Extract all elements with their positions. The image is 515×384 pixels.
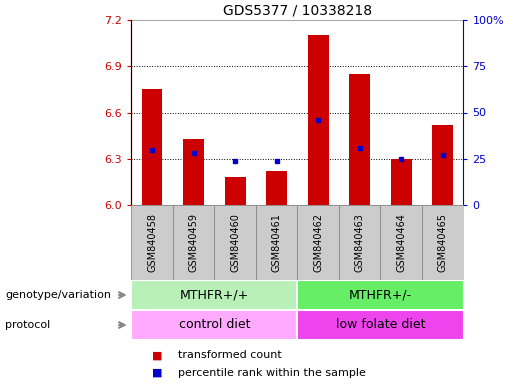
Text: genotype/variation: genotype/variation bbox=[5, 290, 111, 300]
Text: GSM840461: GSM840461 bbox=[271, 213, 282, 272]
Text: ■: ■ bbox=[152, 368, 162, 378]
Bar bbox=[298, 205, 339, 280]
Text: GSM840460: GSM840460 bbox=[230, 213, 240, 272]
Text: MTHFR+/-: MTHFR+/- bbox=[349, 288, 412, 301]
Bar bbox=[381, 205, 422, 280]
Bar bbox=[298, 310, 464, 340]
Bar bbox=[173, 205, 214, 280]
Bar bbox=[183, 139, 204, 205]
Text: control diet: control diet bbox=[179, 318, 250, 331]
Text: low folate diet: low folate diet bbox=[336, 318, 425, 331]
Bar bbox=[256, 205, 298, 280]
Text: GSM840459: GSM840459 bbox=[188, 213, 199, 272]
Bar bbox=[225, 177, 246, 205]
Bar bbox=[422, 205, 464, 280]
Text: GSM840458: GSM840458 bbox=[147, 213, 157, 272]
Text: MTHFR+/+: MTHFR+/+ bbox=[180, 288, 249, 301]
Text: transformed count: transformed count bbox=[178, 350, 281, 361]
Bar bbox=[298, 280, 464, 310]
Bar bbox=[308, 35, 329, 205]
Bar bbox=[131, 205, 173, 280]
Text: GSM840462: GSM840462 bbox=[313, 213, 323, 272]
Bar bbox=[339, 205, 381, 280]
Bar bbox=[391, 159, 411, 205]
Bar bbox=[433, 125, 453, 205]
Bar bbox=[142, 89, 162, 205]
Text: percentile rank within the sample: percentile rank within the sample bbox=[178, 368, 366, 378]
Bar bbox=[131, 280, 298, 310]
Text: protocol: protocol bbox=[5, 320, 50, 330]
Text: GSM840463: GSM840463 bbox=[355, 213, 365, 272]
Bar bbox=[131, 310, 298, 340]
Text: GSM840464: GSM840464 bbox=[396, 213, 406, 272]
Bar bbox=[266, 171, 287, 205]
Text: GSM840465: GSM840465 bbox=[438, 213, 448, 272]
Bar bbox=[214, 205, 256, 280]
Title: GDS5377 / 10338218: GDS5377 / 10338218 bbox=[223, 3, 372, 17]
Text: ■: ■ bbox=[152, 350, 162, 361]
Bar bbox=[349, 74, 370, 205]
